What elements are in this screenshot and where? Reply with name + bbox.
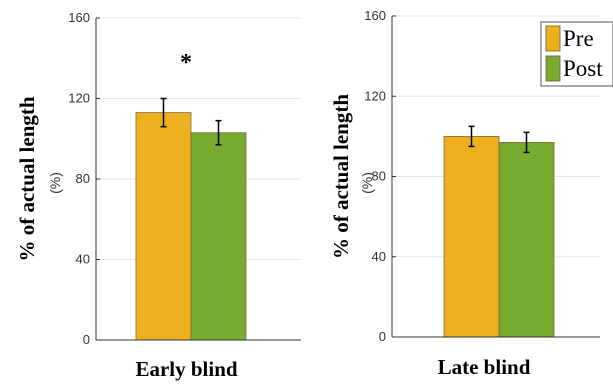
legend-label-post: Post [563, 56, 603, 81]
bar-post [498, 141, 555, 338]
legend-swatch-pre [545, 25, 561, 52]
y-tick-label: 160 [68, 10, 90, 25]
y-axis-unit: (%) [47, 172, 63, 194]
y-axis-unit: (%) [359, 172, 375, 194]
legend-label-pre: Pre [563, 26, 594, 51]
bar-pre [443, 135, 500, 338]
y-tick-label: 80 [76, 171, 90, 186]
y-axis-label: % of actual length [15, 96, 39, 261]
chart-panel-2: 0 40 80 120 160 % of actual length (%) Late bli… [329, 8, 613, 379]
y-axis-label: % of actual length [329, 94, 353, 259]
legend-swatch-post [545, 55, 561, 82]
chart-panel-1: 0 40 80 120 160 % of actual length (%) Early bl… [15, 10, 301, 381]
y-tick-label: 160 [364, 8, 386, 23]
y-tick-label: 0 [83, 332, 90, 347]
x-axis-label: Late blind [438, 355, 531, 379]
y-tick-label: 40 [372, 249, 386, 264]
legend: Pre Post [540, 21, 613, 87]
y-tick-label: 80 [372, 169, 386, 184]
significance-marker: * [180, 50, 192, 76]
bar-post [190, 132, 247, 341]
y-tick-label: 120 [68, 91, 90, 106]
y-tick-label: 40 [76, 252, 90, 267]
x-axis-label: Early blind [135, 357, 237, 381]
y-tick-label: 0 [379, 329, 386, 344]
bar-pre [135, 112, 192, 341]
y-tick-label: 120 [364, 88, 386, 103]
